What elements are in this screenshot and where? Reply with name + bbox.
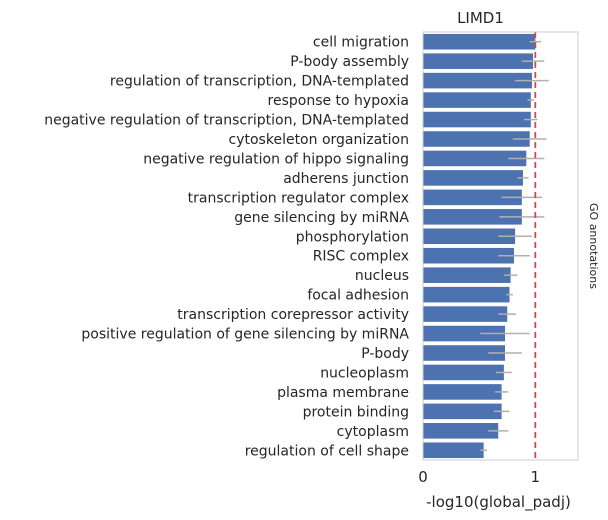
category-label: cytoskeleton organization (229, 132, 409, 148)
category-label: P-body assembly (290, 54, 409, 70)
category-label: protein binding (303, 404, 409, 420)
x-tick-label: 0 (418, 468, 428, 486)
chart-title: LIMD1 (457, 9, 504, 27)
bar (423, 345, 505, 361)
category-label: regulation of transcription, DNA-templat… (110, 74, 409, 90)
category-label: nucleus (355, 268, 409, 284)
bar (423, 364, 504, 381)
bar (423, 150, 527, 167)
category-label: P-body (361, 346, 409, 362)
side-label: GO annotations (587, 203, 600, 289)
bar (423, 286, 510, 303)
category-label: RISC complex (313, 249, 409, 265)
bar (423, 53, 534, 69)
category-label: transcription regulator complex (188, 190, 409, 206)
category-label: response to hypoxia (268, 93, 409, 109)
category-label: gene silencing by miRNA (234, 210, 409, 226)
category-label: adherens junction (283, 171, 409, 187)
bar (423, 247, 514, 264)
category-label: cytoplasm (337, 424, 409, 440)
bar (423, 442, 484, 459)
bar (423, 384, 502, 400)
bar (423, 306, 508, 322)
plot-frame (422, 31, 579, 461)
category-label: focal adhesion (307, 288, 409, 304)
category-label: transcription corepressor activity (177, 307, 409, 323)
bar (423, 325, 505, 342)
category-label: regulation of cell shape (245, 443, 409, 459)
bar (423, 131, 530, 147)
bar (423, 228, 516, 245)
bar (423, 423, 499, 439)
bar (423, 267, 511, 283)
category-label: phosphorylation (296, 229, 409, 245)
bar (423, 92, 531, 108)
category-label: negative regulation of hippo signaling (143, 151, 409, 167)
bar (423, 403, 502, 420)
category-label: plasma membrane (277, 385, 409, 401)
x-axis-label: -log10(global_padj) (426, 493, 571, 512)
category-label: negative regulation of transcription, DN… (44, 113, 409, 129)
bar (423, 209, 522, 225)
bar (423, 111, 531, 128)
bar (423, 170, 523, 186)
bar (423, 189, 522, 206)
category-labels: cell migration P-body assembly regulation … (44, 35, 409, 460)
category-label: nucleoplasm (320, 365, 409, 381)
bars-group (423, 33, 536, 459)
error-bars-group (480, 40, 549, 452)
x-tick-label: 1 (531, 468, 541, 486)
bar (423, 33, 536, 50)
category-label: cell migration (313, 35, 409, 51)
category-label: positive regulation of gene silencing by… (81, 327, 409, 343)
bar (423, 72, 532, 89)
